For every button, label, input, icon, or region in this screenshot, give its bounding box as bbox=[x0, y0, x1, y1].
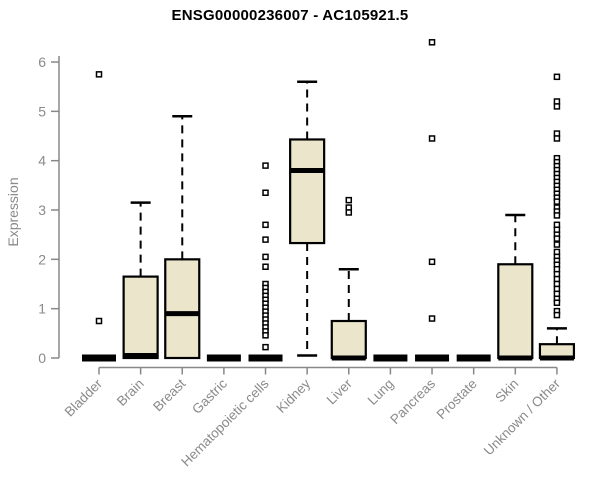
x-axis-label: Skin bbox=[492, 376, 521, 405]
y-tick-label: 2 bbox=[38, 251, 46, 267]
outlier-point bbox=[553, 212, 561, 219]
chart-title: ENSG00000236007 - AC105921.5 bbox=[171, 7, 409, 24]
y-tick-label: 3 bbox=[38, 202, 46, 218]
outlier-point bbox=[553, 311, 561, 319]
box-iqr bbox=[164, 258, 201, 360]
x-axis-label: Liver bbox=[324, 376, 356, 408]
outlier-point bbox=[345, 196, 353, 204]
outlier-point bbox=[262, 263, 269, 270]
outlier-point bbox=[262, 332, 269, 339]
outlier-point bbox=[95, 71, 103, 78]
y-axis-title: Expression bbox=[5, 177, 21, 247]
x-axis-label: Prostate bbox=[434, 376, 480, 422]
outlier-point bbox=[428, 39, 436, 46]
x-axis-label: Bladder bbox=[62, 376, 106, 420]
outlier-point bbox=[262, 343, 269, 351]
outlier-point bbox=[345, 209, 353, 216]
outlier-point bbox=[95, 317, 103, 325]
y-tick-label: 1 bbox=[38, 301, 46, 317]
y-tick-label: 4 bbox=[38, 153, 46, 169]
y-tick-label: 5 bbox=[38, 103, 46, 119]
x-axis-label: Unknown / Other bbox=[481, 376, 564, 459]
outlier-point bbox=[553, 135, 561, 142]
outlier-point bbox=[553, 241, 561, 248]
outlier-point bbox=[428, 135, 436, 142]
outlier-point bbox=[553, 198, 561, 205]
box-iqr bbox=[289, 138, 326, 245]
outlier-point bbox=[553, 103, 561, 110]
x-axis-label: Gastric bbox=[189, 376, 230, 417]
outlier-point bbox=[553, 235, 561, 242]
x-axis-label: Brain bbox=[114, 376, 147, 409]
box-iqr bbox=[122, 275, 159, 360]
x-axis-label: Breast bbox=[150, 376, 188, 414]
y-tick-label: 0 bbox=[38, 350, 46, 366]
y-tick-label: 6 bbox=[38, 54, 46, 70]
x-axis-label: Pancreas bbox=[387, 376, 438, 427]
x-axis-label: Kidney bbox=[273, 376, 313, 416]
outlier-point bbox=[262, 253, 269, 261]
box-iqr bbox=[330, 319, 367, 360]
outlier-point bbox=[553, 299, 561, 307]
outlier-point bbox=[428, 258, 436, 266]
outlier-point bbox=[428, 315, 436, 322]
box-iqr bbox=[497, 263, 534, 360]
x-axis-label: Lung bbox=[365, 376, 397, 408]
outlier-point bbox=[262, 221, 269, 229]
outlier-point bbox=[553, 73, 561, 81]
outlier-point bbox=[262, 162, 269, 169]
outlier-point bbox=[262, 189, 269, 196]
outlier-point bbox=[262, 236, 269, 243]
